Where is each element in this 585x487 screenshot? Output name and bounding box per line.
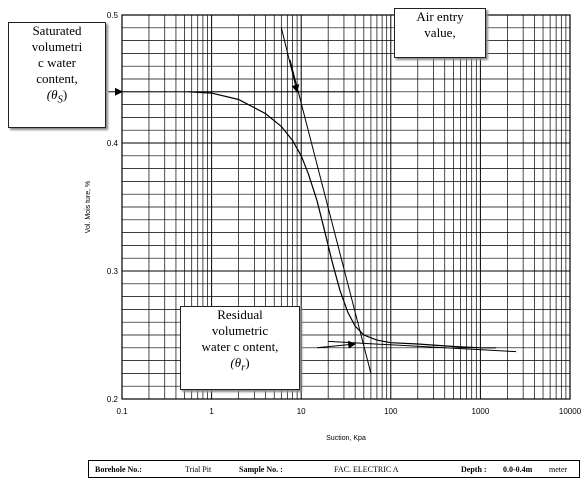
paren-close: ) (62, 87, 68, 102)
x-tick-label: 100 (384, 407, 398, 416)
theta-symbol: (θ (230, 355, 242, 370)
sample-label: Sample No. : (239, 465, 283, 474)
tick-labels: 0.1 1 10 100 1000 10000 0.2 0.3 0.4 0.5 (107, 11, 582, 416)
plot-frame (121, 14, 571, 400)
x-tick-label: 10000 (559, 407, 582, 416)
sample-info-bar: Borehole No.: Trial Pit Sample No. : FAC… (88, 460, 580, 478)
borehole-label: Borehole No.: (95, 465, 142, 474)
construction-line (289, 59, 372, 374)
depth-value: 0.0-0.4m (503, 465, 533, 474)
air-entry-line-1: Air entry (416, 9, 464, 24)
theta-symbol: (θ (46, 87, 58, 102)
data-series (188, 91, 497, 349)
construction-line (328, 340, 517, 353)
paren-close: ) (245, 355, 250, 370)
residual-symbol: (θr) (181, 355, 299, 376)
y-tick-label: 0.5 (107, 11, 119, 20)
air-entry-line-2: value, (424, 25, 456, 40)
theta-subscript: S (57, 93, 63, 106)
x-tick-label: 0.1 (116, 407, 128, 416)
borehole-value: Trial Pit (185, 465, 212, 474)
swcc-curve (188, 91, 497, 349)
air-entry-callout: Air entry value, (394, 8, 486, 58)
depth-label: Depth : (461, 465, 487, 474)
construction-lines (122, 59, 517, 374)
saturated-line-2: volumetri (31, 39, 83, 54)
depth-unit: meter (549, 465, 568, 474)
saturated-line-3: c water (38, 55, 76, 70)
x-tick-label: 1 (209, 407, 214, 416)
saturated-callout: Saturated volumetri c water content, (θS… (8, 22, 106, 128)
theta-subscript: r (241, 361, 246, 374)
y-tick-label: 0.3 (107, 267, 119, 276)
residual-line-1: Residual (217, 307, 263, 322)
sample-value: FAC. ELECTRIC A (334, 465, 399, 474)
residual-callout: Residual volumetric water c ontent, (θr) (180, 306, 300, 390)
y-axis-label: Vol. Mois ture, % (85, 181, 92, 234)
x-tick-label: 10 (297, 407, 306, 416)
residual-line-3: water c ontent, (201, 339, 279, 354)
x-axis-label: Suction, Kpa (326, 435, 366, 442)
y-tick-label: 0.2 (107, 395, 119, 404)
saturated-symbol: (θS) (9, 87, 105, 108)
y-tick-label: 0.4 (107, 139, 119, 148)
x-tick-label: 1000 (472, 407, 490, 416)
annotation-arrows (108, 27, 357, 349)
arrow (280, 27, 300, 93)
saturated-line-4: content, (36, 71, 78, 86)
residual-line-2: volumetric (211, 323, 269, 338)
saturated-line-1: Saturated (32, 23, 82, 38)
arrow (316, 340, 357, 349)
